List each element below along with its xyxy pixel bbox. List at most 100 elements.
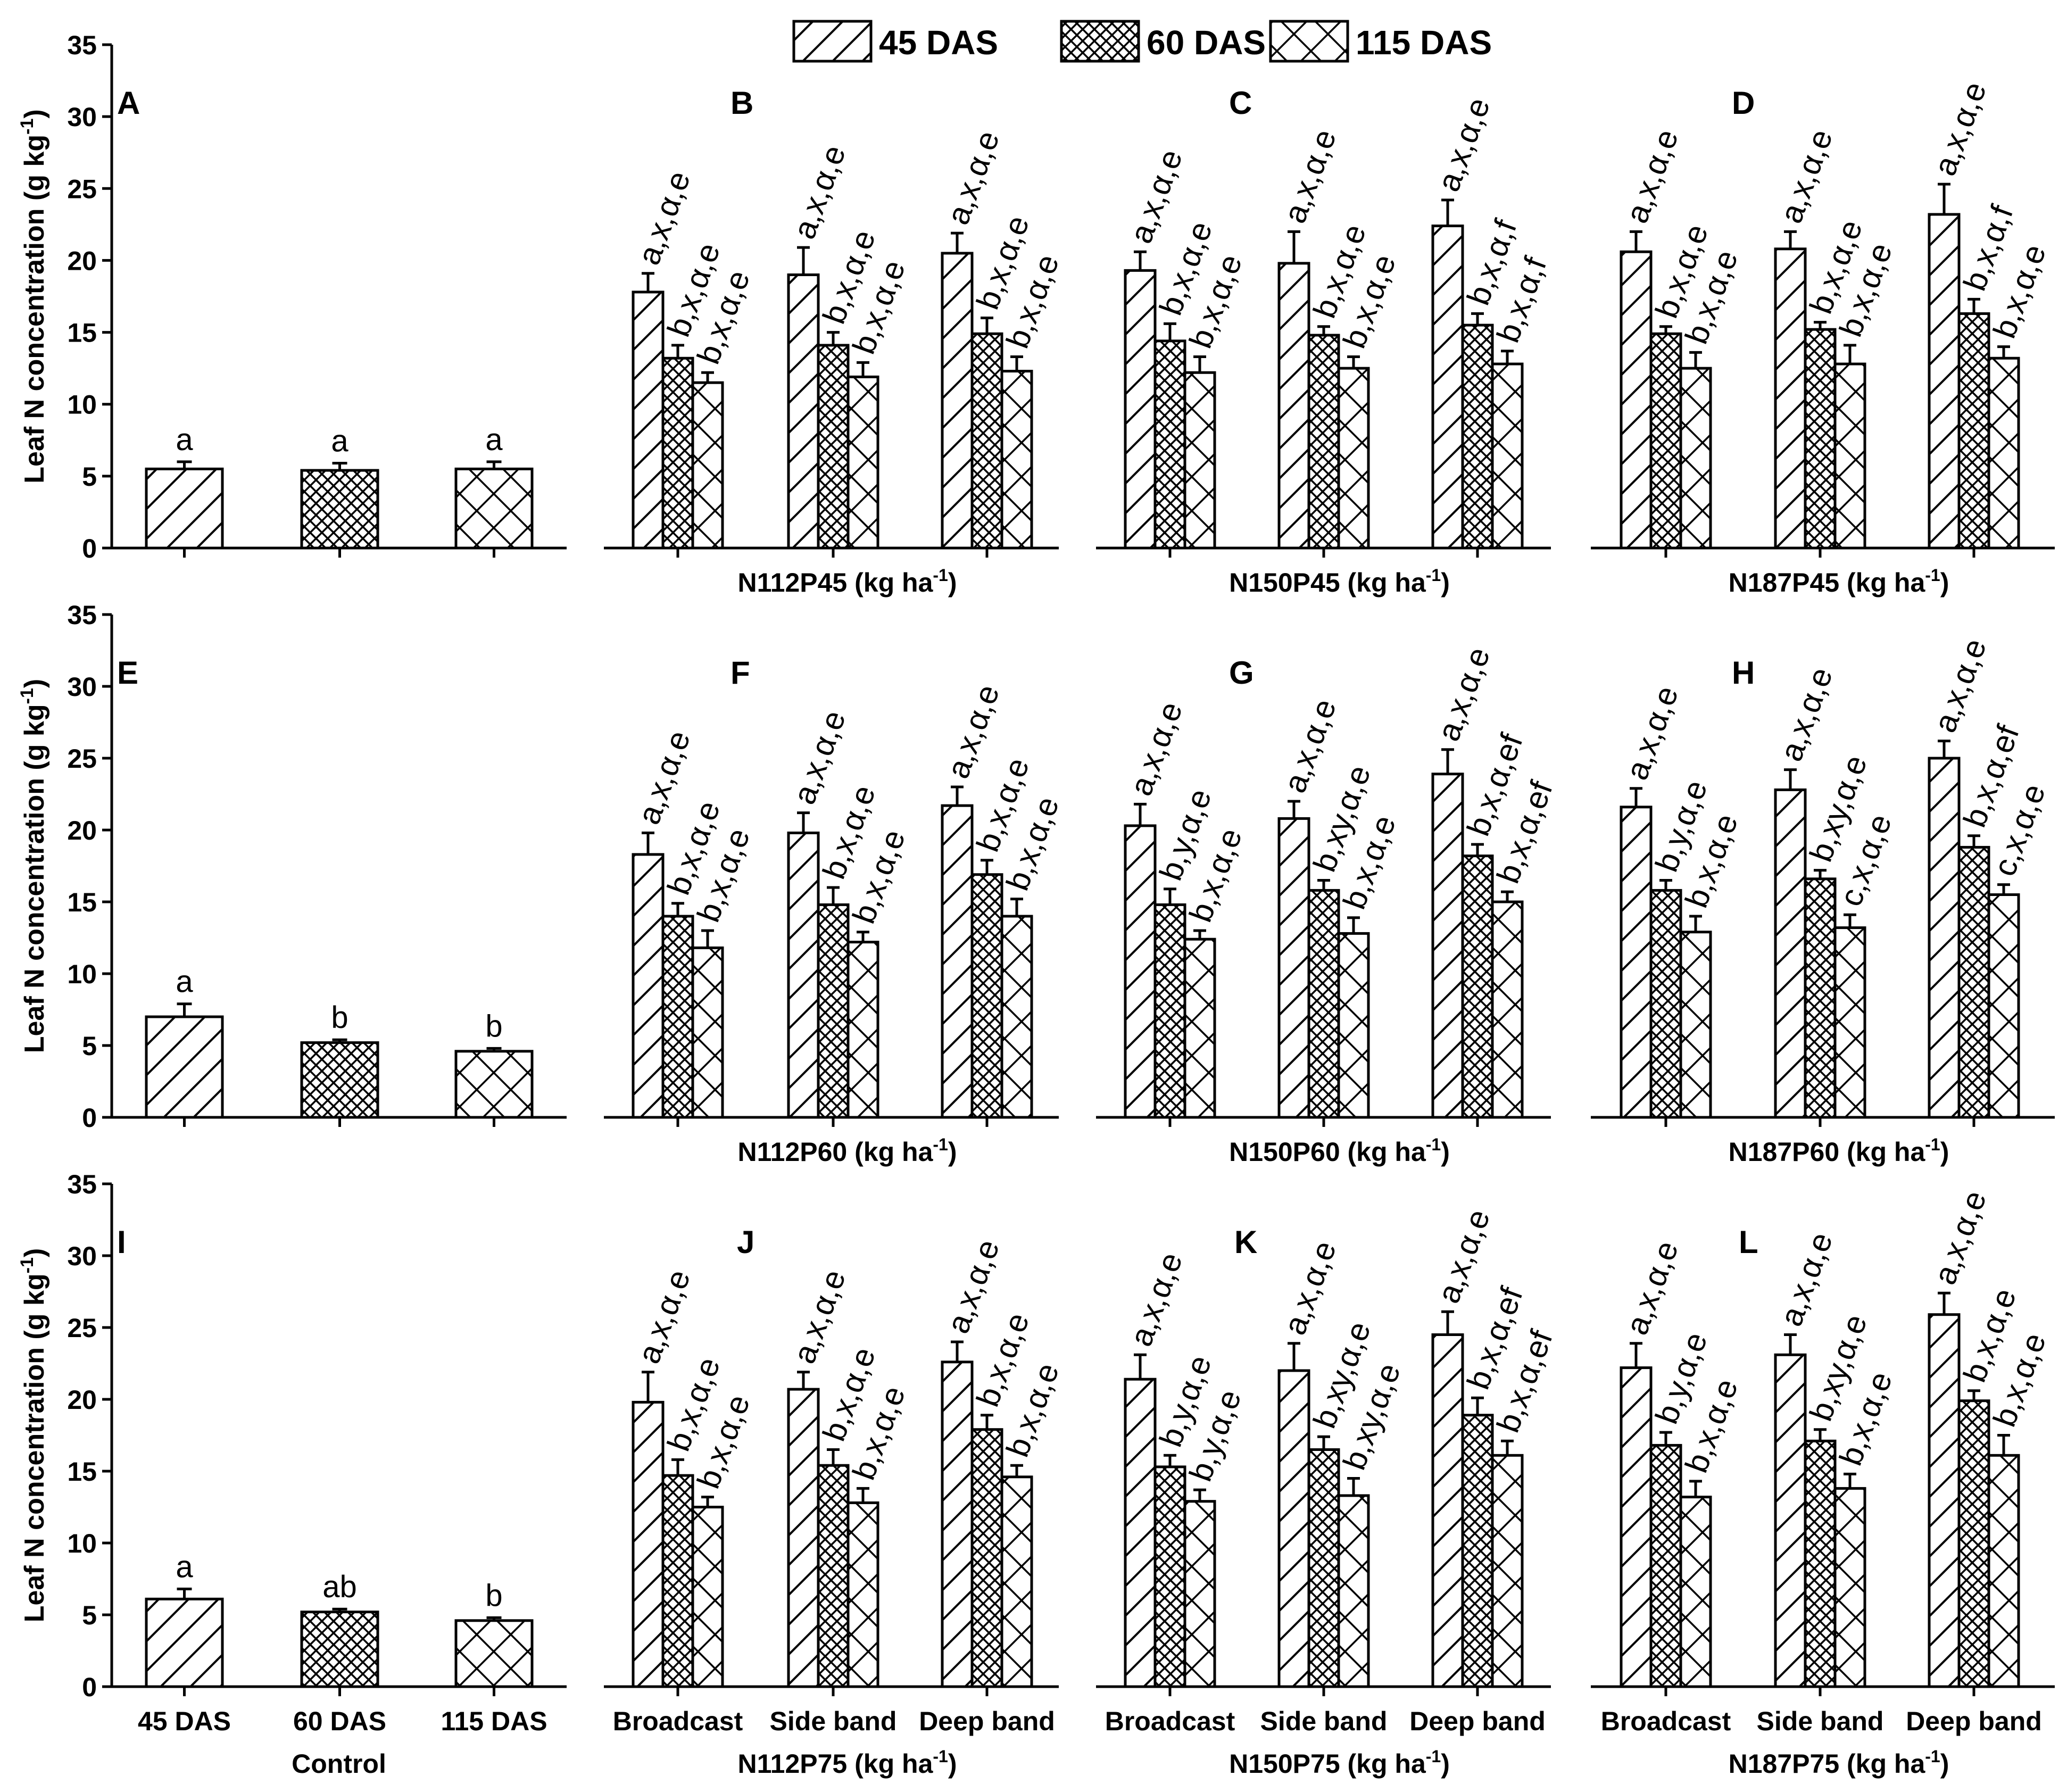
panel-letter: B <box>730 85 753 121</box>
legend-label-1: 45 DAS <box>879 23 998 62</box>
bar <box>145 1015 224 1119</box>
panel-letter: D <box>1732 85 1755 121</box>
legend-swatch-2 <box>1060 20 1140 63</box>
bar <box>1928 1313 1961 1688</box>
bar <box>1804 877 1837 1119</box>
bar <box>1461 854 1494 1119</box>
bar <box>1649 889 1682 1119</box>
significance-label: a,x,α,e <box>1927 1186 1993 1289</box>
bar <box>1804 1439 1837 1688</box>
bar <box>454 1619 534 1688</box>
panel-E: 0 5 10 15 20 25 30 35 Ea b b <box>67 600 567 1133</box>
significance-label: a,x,α,e <box>786 140 852 243</box>
bar <box>454 467 534 550</box>
x-tick-label: Broadcast <box>613 1706 743 1736</box>
panel-letter: A <box>117 85 140 121</box>
bar <box>1833 362 1866 550</box>
bar <box>1620 250 1653 550</box>
bar <box>1277 262 1310 550</box>
x-axis-title: N187P45 (kg ha-1) <box>1729 566 1949 598</box>
bar <box>1679 367 1712 550</box>
panel-C: Ca,x,α,eb,x,α,eb,x,α,ea,x,α,eb,x,α,eb,x,… <box>1096 85 1554 598</box>
bar <box>1461 323 1494 550</box>
y-tick-label: 10 <box>67 959 97 989</box>
bar <box>1620 806 1653 1119</box>
y-tick-label: 20 <box>67 246 97 276</box>
bar <box>787 273 820 550</box>
bar <box>1491 900 1524 1119</box>
y-tick-label: 10 <box>67 1529 97 1558</box>
y-tick-label: 5 <box>82 1031 97 1061</box>
significance-label: a,x,α,e <box>1123 1248 1189 1350</box>
bar <box>1649 1443 1682 1688</box>
y-tick-label: 25 <box>67 174 97 204</box>
significance-label: b <box>485 1009 502 1043</box>
bar <box>145 1597 224 1688</box>
y-axis-title: Leaf N concentration (g kg-1) <box>17 1248 50 1622</box>
significance-label: a,x,α,e <box>1123 697 1189 800</box>
bar <box>1620 1366 1653 1688</box>
significance-label: a,x,α,e <box>1430 643 1497 745</box>
bar <box>787 1388 820 1688</box>
significance-label: a,x,α,e <box>1276 125 1343 227</box>
y-tick-label: 5 <box>82 462 97 492</box>
significance-label: a,x,α,e <box>1430 1205 1497 1307</box>
y-tick-label: 25 <box>67 744 97 774</box>
legend: 45 DAS 60 DAS 115 DAS <box>792 20 1492 63</box>
bar <box>1928 757 1961 1119</box>
bar <box>1431 773 1464 1119</box>
bar <box>970 332 1003 550</box>
panel-G: Ga,x,α,eb,y,α,eb,x,α,ea,x,α,eb,xy,α,eb,x… <box>1096 643 1559 1167</box>
bar <box>1491 362 1524 550</box>
panel-letter: L <box>1739 1224 1758 1260</box>
panels: Leaf N concentration (g kg-1) 0 5 10 15 20 25 3… <box>17 30 2055 1779</box>
legend-swatch-3 <box>1269 20 1349 63</box>
panel-A: 0 5 10 15 20 25 30 35 Aa a a <box>67 30 567 563</box>
y-axis-title: Leaf N concentration (g kg-1) <box>17 109 50 483</box>
significance-label: a,x,α,e <box>786 706 852 809</box>
bar <box>1774 247 1807 550</box>
significance-label: a,x,α,e <box>630 1265 697 1368</box>
significance-label: a,x,α,e <box>1773 1228 1839 1331</box>
significance-label: a,x,α,e <box>1276 694 1343 797</box>
bar <box>817 1464 850 1688</box>
bar <box>941 252 974 550</box>
panel-I: 0 5 10 15 20 25 30 35 Ia ab b 45 DAS 60 DAS 115 DAS Co… <box>67 1169 567 1779</box>
y-tick-label: 0 <box>82 1103 97 1133</box>
significance-label: a,x,α,e <box>630 167 697 269</box>
bar <box>817 344 850 550</box>
bar <box>1153 903 1186 1119</box>
y-tick-label: 30 <box>67 672 97 702</box>
bar <box>300 1041 379 1119</box>
x-tick-label: Deep band <box>919 1706 1055 1736</box>
bar <box>1928 213 1961 550</box>
significance-label: a,x,α,e <box>940 1235 1006 1338</box>
panel-letter: K <box>1234 1224 1257 1260</box>
panel-L: La,x,α,eb,y,α,eb,x,α,eBroadcasta,x,α,eb,… <box>1591 1186 2055 1779</box>
y-tick-label: 35 <box>67 30 97 60</box>
bar <box>1833 1487 1866 1688</box>
bar <box>1804 328 1837 550</box>
significance-label: a,x,α,e <box>786 1265 852 1368</box>
panel-B: Ba,x,α,eb,x,α,eb,x,α,ea,x,α,eb,x,α,eb,x,… <box>604 85 1066 598</box>
significance-label: a,x,α,e <box>1773 125 1839 227</box>
bar <box>661 1474 694 1688</box>
bar <box>632 1400 665 1688</box>
bar <box>1307 889 1340 1119</box>
bar <box>691 1506 724 1688</box>
significance-label: b <box>331 1000 348 1035</box>
legend-swatch-1 <box>792 20 873 63</box>
significance-label: a <box>176 422 193 457</box>
bar <box>970 1428 1003 1688</box>
bar <box>1124 1378 1157 1688</box>
significance-label: a,x,α,e <box>940 680 1006 783</box>
bar <box>817 903 850 1119</box>
x-tick-label: 45 DAS <box>138 1706 231 1736</box>
bar <box>970 873 1003 1119</box>
significance-label: a <box>176 1549 193 1584</box>
bar <box>661 915 694 1119</box>
y-tick-label: 25 <box>67 1313 97 1343</box>
panel-D: Da,x,α,eb,x,α,eb,x,α,ea,x,α,eb,x,α,eb,x,… <box>1591 77 2055 598</box>
bar <box>1124 824 1157 1119</box>
significance-label: ab <box>322 1570 357 1604</box>
